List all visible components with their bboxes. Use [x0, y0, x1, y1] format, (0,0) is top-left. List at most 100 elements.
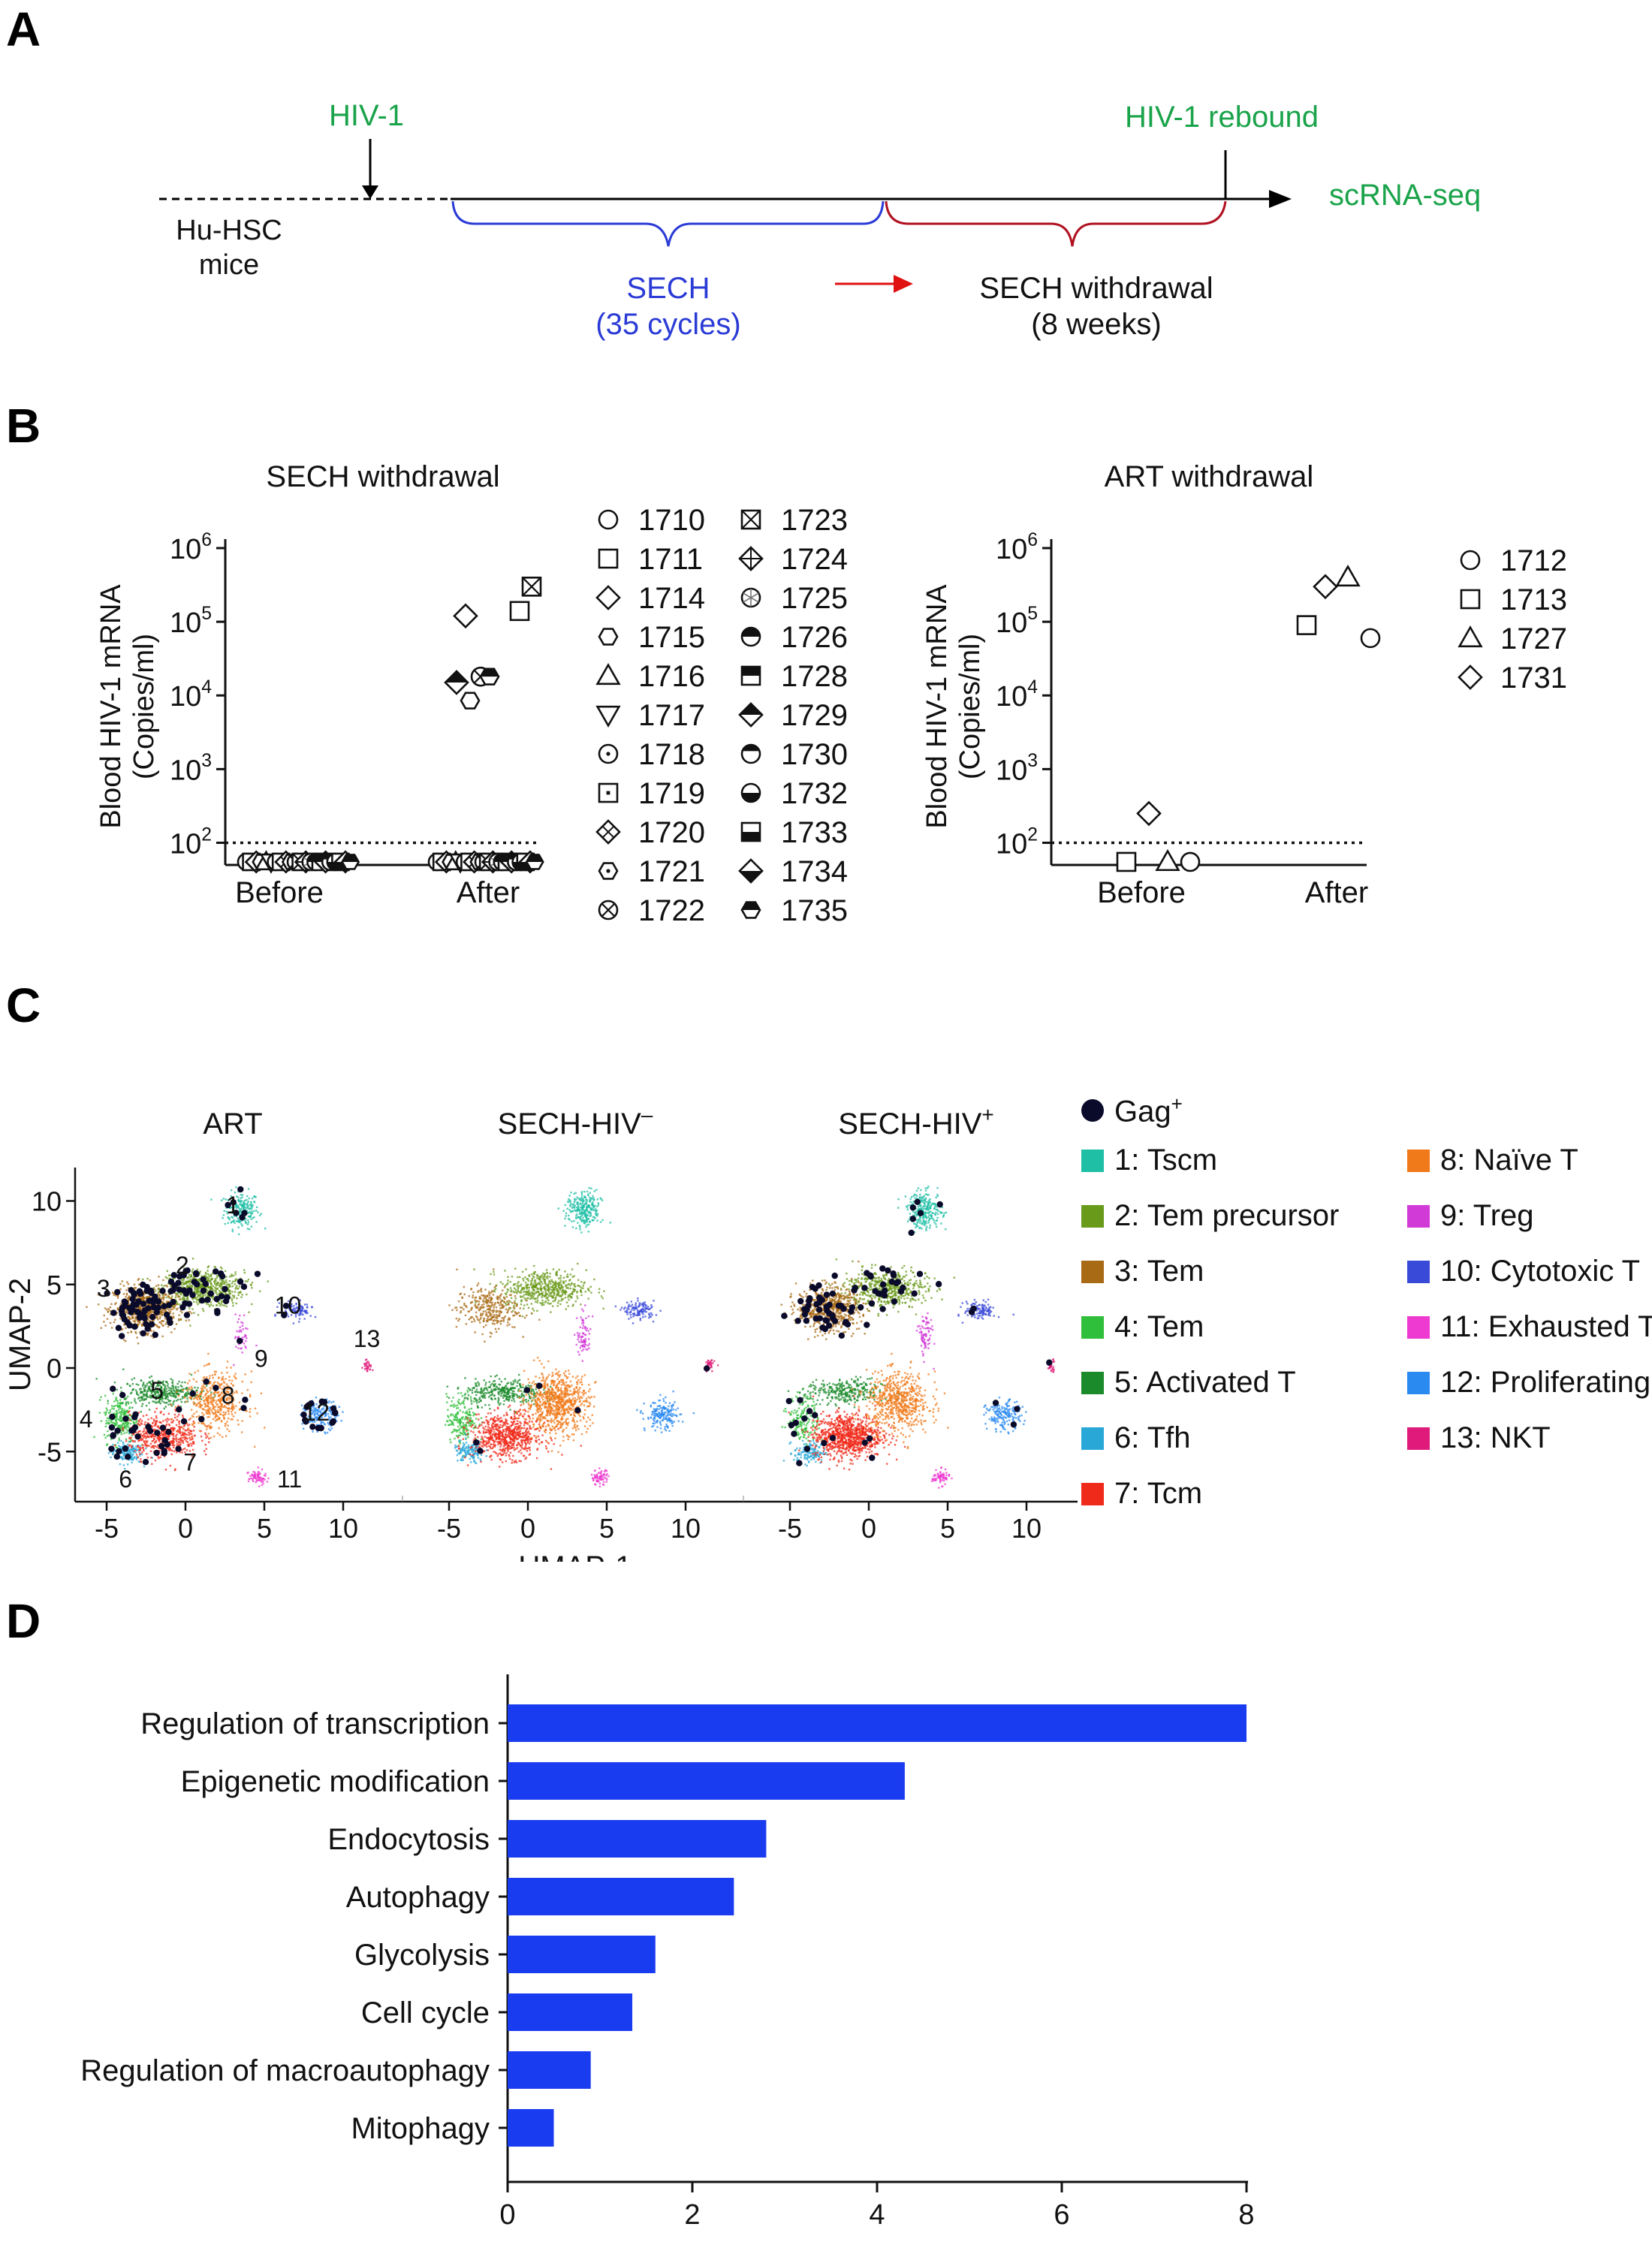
legend-cluster-label: 10: Cytotoxic T	[1440, 1255, 1641, 1288]
gag-positive-cells-facet-1	[104, 1186, 339, 1466]
legend-cluster-12: 12: Proliferating T	[1407, 1366, 1652, 1400]
umap-x-tick-label: 0	[861, 1513, 876, 1544]
umap-x-tick-label: 0	[520, 1513, 535, 1544]
legend-cluster-label: 13: NKT	[1440, 1421, 1551, 1454]
legend-label-1735: 1735	[781, 894, 848, 927]
legend-marker-1722-x	[601, 902, 616, 918]
cluster-number-label: 7	[183, 1449, 197, 1476]
cluster-number-label: 5	[150, 1377, 164, 1404]
withdrawal-brace	[885, 200, 1227, 247]
panel-c-umap: 10 5 0 -5 -5 0 5 10 ART -5 0 5 10 SECH-HIV– -5 0 5 10 SECH…	[4, 1103, 1078, 1562]
after-point-1731	[1313, 574, 1338, 600]
legend-cluster-label: 11: Exhausted T	[1440, 1310, 1652, 1343]
before-point-1735-half	[342, 854, 359, 862]
sech-brace	[451, 200, 885, 247]
sech-label: SECH (35 cycles)	[586, 270, 751, 342]
legend-cluster-10: 10: Cytotoxic T	[1407, 1255, 1640, 1288]
cluster-number-label: 11	[277, 1466, 302, 1493]
legend-gag-label: Gag+	[1114, 1092, 1183, 1128]
y-tick-label: 103	[170, 751, 212, 786]
legend-label-1714: 1714	[638, 582, 705, 615]
y-axis-label: Blood HIV-1 mRNA(Copies/ml)	[95, 584, 160, 829]
after-point-1711	[509, 601, 530, 622]
legend-label-1717: 1717	[638, 699, 705, 732]
legend-marker-1734-half	[740, 871, 762, 882]
umap-x-tick-label: -5	[437, 1513, 461, 1544]
legend-cluster-label: 4: Tem	[1114, 1310, 1204, 1343]
legend-label-1727: 1727	[1500, 622, 1567, 655]
umap-x-axis-label: UMAP-1	[518, 1550, 632, 1562]
legend-swatch	[1081, 1149, 1104, 1172]
legend-label-1734: 1734	[781, 855, 848, 888]
legend-swatch	[1081, 1204, 1104, 1228]
bar-x-tick-label: 0	[499, 2199, 515, 2231]
legend-swatch	[1081, 1371, 1104, 1394]
umap-y-tick-label: 0	[47, 1353, 62, 1384]
legend-marker-1725-star	[743, 589, 759, 607]
legend-cluster-11: 11: Exhausted T	[1407, 1310, 1652, 1344]
mice-label-line1: Hu-HSC	[176, 215, 282, 246]
umap-points-facet-2	[444, 1187, 719, 1488]
x-category-label: Before	[1097, 876, 1186, 909]
bar-4	[508, 1936, 656, 1973]
bar-7	[508, 2109, 554, 2147]
legend-label-1713: 1713	[1500, 583, 1567, 616]
x-category-label: After	[457, 876, 520, 909]
legend-marker-1716	[595, 662, 621, 686]
legend-cluster-13: 13: NKT	[1407, 1421, 1551, 1455]
legend-label-1712: 1712	[1500, 544, 1567, 577]
legend-swatch	[1407, 1260, 1430, 1283]
legend-cluster-4: 4: Tem	[1081, 1310, 1204, 1344]
bar-2	[508, 1820, 767, 1858]
cluster-number-label: 3	[97, 1275, 110, 1302]
sech-label-line2: (35 cycles)	[595, 308, 741, 341]
after-point-1715	[460, 692, 481, 710]
timeline-arrowhead	[1269, 190, 1292, 208]
legend-marker-1727	[1458, 625, 1483, 648]
legend-marker-1715	[598, 628, 619, 646]
legend-label-1720: 1720	[638, 816, 705, 849]
cluster-number-label: 4	[80, 1406, 93, 1433]
legend-cluster-label: 3: Tem	[1114, 1255, 1204, 1288]
panel-label-a: A	[6, 2, 41, 56]
legend-cluster-5: 5: Activated T	[1081, 1366, 1296, 1400]
x-category-label: After	[1305, 876, 1368, 909]
y-tick-label: 105	[996, 604, 1038, 639]
legend-swatch	[1407, 1371, 1430, 1394]
after-point-1735-half	[481, 668, 499, 677]
facet-title: SECH-HIV–	[498, 1103, 653, 1141]
y-tick-label: 104	[170, 677, 212, 713]
bar-category-label: Cell cycle	[361, 1996, 490, 2029]
legend-marker-1711	[598, 548, 619, 569]
bar-3	[508, 1878, 734, 1915]
umap-legend: Gag+ 1: Tscm 2: Tem precursor 3: Tem 4: Tem 5…	[1081, 1092, 1652, 1513]
legend-gag-superscript: +	[1171, 1092, 1183, 1115]
umap-x-tick-label: 10	[671, 1513, 701, 1544]
legend-label-1710: 1710	[638, 504, 705, 537]
legend-label-1731: 1731	[1500, 661, 1567, 695]
withdrawal-label: SECH withdrawal (8 weeks)	[961, 270, 1231, 342]
legend-label-1726: 1726	[781, 621, 848, 654]
legend-marker-1717	[595, 705, 621, 728]
withdrawal-label-line1: SECH withdrawal	[979, 272, 1213, 305]
y-tick-label: 102	[996, 824, 1038, 860]
bar-category-label: Endocytosis	[327, 1823, 490, 1856]
legend-cluster-label: 2: Tem precursor	[1114, 1199, 1340, 1232]
panel-label-c: C	[6, 978, 41, 1032]
legend-swatch	[1081, 1260, 1104, 1283]
legend-cluster-7: 7: Tcm	[1081, 1477, 1202, 1511]
legend-marker-1718-dot	[606, 752, 610, 756]
legend-cluster-1: 1: Tscm	[1081, 1144, 1217, 1177]
legend-marker-1731	[1458, 664, 1483, 690]
y-tick-label: 103	[996, 751, 1038, 786]
legend-label-1724: 1724	[781, 543, 848, 576]
y-tick-label: 104	[996, 677, 1038, 713]
umap-y-tick-label: 5	[47, 1270, 62, 1300]
legend-swatch	[1081, 1315, 1104, 1339]
cluster-number-label: 2	[176, 1252, 189, 1279]
legend-marker-1714	[595, 585, 621, 610]
cluster-number-label: 8	[222, 1382, 235, 1409]
gag-positive-cells-facet-3	[781, 1198, 1053, 1466]
legend-marker-1733-half	[742, 832, 760, 841]
bar-x-axis-label: Pathway analysis of Gag+ cells in SECH-H…	[377, 2257, 1228, 2263]
